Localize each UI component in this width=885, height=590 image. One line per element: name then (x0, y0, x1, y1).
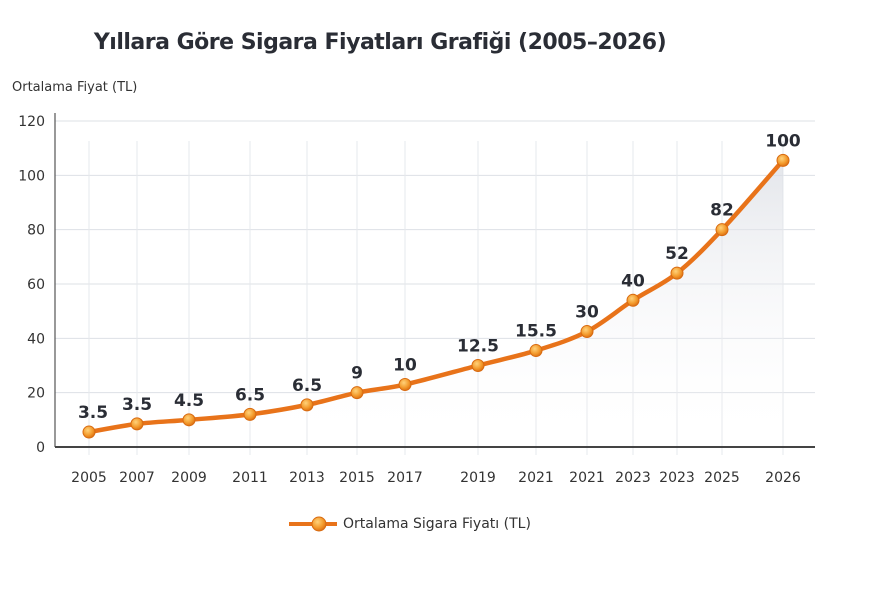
data-label: 82 (710, 201, 734, 221)
x-tick-label: 2005 (71, 470, 107, 486)
x-tick-label: 2021 (518, 470, 554, 486)
data-label: 6.5 (235, 385, 265, 405)
data-label: 15.5 (515, 322, 557, 342)
data-label: 3.5 (122, 395, 152, 415)
legend-label: Ortalama Sigara Fiyatı (TL) (343, 516, 531, 532)
y-tick-label: 120 (18, 114, 45, 130)
x-tick-label: 2017 (387, 470, 423, 486)
data-label: 4.5 (174, 391, 204, 411)
y-tick-label: 60 (27, 277, 45, 293)
y-tick-label: 80 (27, 223, 45, 239)
x-tick-label: 2013 (289, 470, 325, 486)
data-point (776, 153, 790, 167)
data-point (471, 359, 485, 372)
data-label: 52 (665, 244, 689, 264)
data-point (580, 325, 594, 339)
x-tick-label: 2015 (339, 470, 375, 486)
data-point (398, 378, 412, 392)
data-label: 3.5 (78, 403, 108, 423)
chart-title: Yıllara Göre Sigara Fiyatları Grafiği (2… (93, 30, 667, 55)
x-tick-label: 2007 (119, 470, 155, 486)
data-point (182, 413, 196, 427)
y-axis-label: Ortalama Fiyat (TL) (12, 80, 138, 95)
x-tick-label: 2021 (569, 470, 605, 486)
legend-line-marker-icon (289, 516, 337, 532)
x-tick-label: 2009 (171, 470, 207, 486)
data-label: 9 (351, 364, 363, 384)
x-tick-label: 2023 (615, 470, 651, 486)
y-tick-label: 40 (27, 331, 45, 347)
data-point (670, 266, 684, 280)
data-label: 30 (575, 303, 599, 323)
area-fill (89, 160, 783, 447)
x-tick-label: 2023 (659, 470, 695, 486)
data-label: 100 (765, 131, 801, 151)
data-point (529, 344, 543, 358)
data-point (300, 398, 314, 412)
data-point (130, 417, 144, 431)
legend: Ortalama Sigara Fiyatı (TL) (287, 515, 531, 533)
data-label: 10 (393, 356, 417, 376)
data-point (243, 407, 257, 421)
y-tick-label: 20 (27, 386, 45, 402)
y-tick-label: 100 (18, 168, 45, 184)
data-point (626, 293, 640, 307)
x-tick-label: 2026 (765, 470, 801, 486)
data-label: 12.5 (457, 337, 499, 357)
x-tick-label: 2025 (704, 470, 740, 486)
data-point (715, 223, 729, 237)
x-tick-label: 2019 (460, 470, 496, 486)
data-label: 6.5 (292, 376, 322, 396)
y-tick-label: 0 (36, 440, 45, 456)
data-point (82, 425, 96, 439)
data-label: 40 (621, 271, 645, 291)
data-point (350, 386, 364, 400)
x-tick-label: 2011 (232, 470, 268, 486)
